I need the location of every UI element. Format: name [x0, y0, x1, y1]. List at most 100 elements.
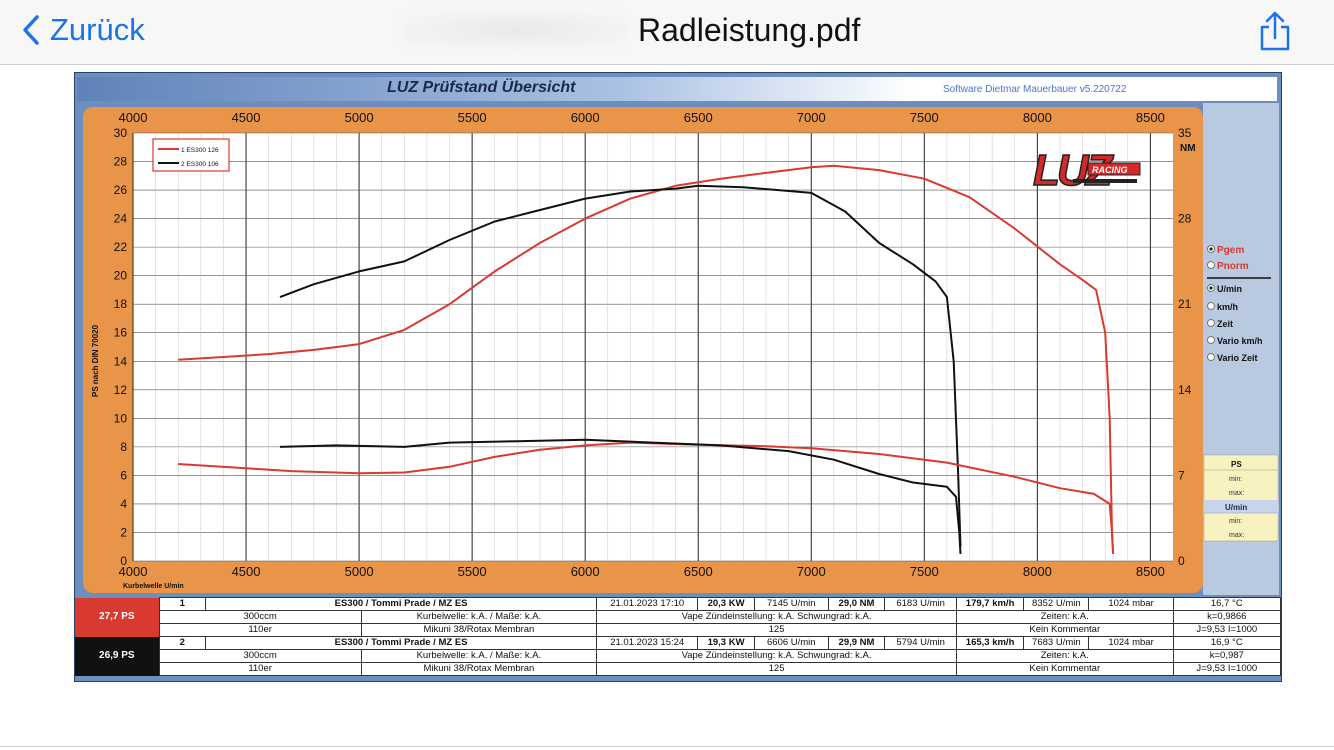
chart-frame: 4000 4500 5000 5500 6000 6500 7000 7500 8000 8500… [83, 107, 1203, 593]
y-tick-15: 30 [114, 126, 128, 140]
y2-tick-1: 7 [1178, 468, 1185, 482]
x-tick-top-2: 5000 [345, 110, 374, 125]
options-svg: Pgem Pnorm U/min km/h Zeit Va [1203, 245, 1279, 542]
ps-range-max[interactable]: max: [1229, 490, 1244, 497]
back-button[interactable]: Zurück [22, 12, 145, 48]
y2-tick-3: 21 [1178, 297, 1192, 311]
run2-ps: 26,9 PS [99, 650, 135, 661]
x-tick-top-9: 8500 [1136, 110, 1165, 125]
report-header: LUZ Prüfstand Übersicht Software Dietmar… [77, 77, 1277, 101]
run1-times: Zeiten: k.A. [955, 610, 1174, 624]
y-tick-9: 18 [114, 297, 128, 311]
x-tick-top-8: 8000 [1023, 110, 1052, 125]
run1-max-rpm: 8352 U/min [1023, 597, 1090, 611]
umin-range-min[interactable]: min: [1229, 518, 1242, 525]
run2-class: 125 [596, 662, 957, 676]
ps-range-min[interactable]: min: [1229, 476, 1242, 483]
run2-cylinder: 110er [158, 662, 362, 676]
y-tick-14: 28 [114, 155, 128, 169]
umin-range-bg [1203, 512, 1279, 542]
legend-entry-2: 2 ES300 106 [181, 161, 219, 168]
top-navigation-bar: Zurück Radleistung.pdf [0, 0, 1334, 65]
run1-row2: 300ccm Kurbelwelle: k.A. / Maße: k.A. Va… [75, 610, 1282, 624]
run1-row3: 110er Mikuni 38/Rotax Membran 125 Kein K… [75, 623, 1282, 637]
option-vario-zeit-label: Vario Zeit [1217, 353, 1258, 363]
run2-ccm: 300ccm [158, 649, 362, 663]
y-tick-2: 4 [120, 497, 127, 511]
run2-number: 2 [158, 636, 206, 650]
option-umin-label: U/min [1217, 284, 1242, 294]
umin-range-title-bg [1204, 500, 1278, 513]
run2-row1: 26,9 PS 2 ES300 / Tommi Prade / MZ ES 21… [75, 636, 1282, 676]
option-pnorm-label: Pnorm [1217, 261, 1249, 272]
run2-row2: 300ccm Kurbelwelle: k.A. / Maße: k.A. Va… [75, 649, 1282, 663]
y-tick-6: 12 [114, 383, 128, 397]
y-tick-5: 10 [114, 411, 128, 425]
run1-ps: 27,7 PS [99, 611, 135, 622]
radio-vario-kmh[interactable] [1207, 336, 1215, 344]
run1-ps-cell: 27,7 PS [75, 597, 160, 637]
run2-speed: 165,3 km/h [955, 636, 1025, 650]
run2-max-rpm: 7683 U/min [1023, 636, 1090, 650]
y2-tick-4: 28 [1178, 212, 1192, 226]
x-axis-label: Kurbelwelle U/min [123, 583, 184, 590]
run1-k: k=0,9866 [1172, 610, 1282, 624]
legend-box [152, 138, 230, 172]
run1-nm-rpm: 6183 U/min [884, 597, 957, 611]
x-tick-bottom-6: 7000 [797, 564, 826, 579]
run1-j: J=9,53 I=1000 [1172, 623, 1282, 637]
run2-row3: 110er Mikuni 38/Rotax Membran 125 Kein K… [75, 662, 1282, 676]
run2-crank: Kurbelwelle: k.A. / Maße: k.A. [360, 649, 598, 663]
y2-tick-2: 14 [1178, 383, 1192, 397]
run1-ignition: Vape Zündeinstellung: k.A. Schwungrad: k… [596, 610, 957, 624]
radio-vario-zeit[interactable] [1207, 353, 1215, 361]
run2-ignition: Vape Zündeinstellung: k.A. Schwungrad: k… [596, 649, 957, 663]
document-title-text: Radleistung.pdf [638, 11, 861, 48]
option-vario-kmh[interactable]: Vario km/h [1207, 336, 1263, 346]
option-vario-kmh-label: Vario km/h [1217, 336, 1263, 346]
legend: 1 ES300 126 2 ES300 106 [152, 138, 230, 172]
series-line-2-power [279, 184, 962, 547]
series-line-4-torque [279, 438, 962, 554]
y-tick-7: 14 [114, 354, 128, 368]
run1-carb: Mikuni 38/Rotax Membran [360, 623, 598, 637]
option-vario-zeit[interactable]: Vario Zeit [1207, 353, 1258, 363]
software-version: Software Dietmar Mauerbauer v5.220722 [943, 84, 1127, 95]
share-button[interactable] [1256, 10, 1294, 52]
option-zeit[interactable]: Zeit [1207, 319, 1234, 329]
display-options-panel: Pgem Pnorm U/min km/h Zeit Va [1203, 103, 1279, 595]
report-title: LUZ Prüfstand Übersicht [387, 79, 576, 96]
x-tick-bottom-8: 8000 [1023, 564, 1052, 579]
option-pgem[interactable]: Pgem [1207, 245, 1245, 256]
y-tick-4: 8 [120, 440, 127, 454]
run2-date: 21.01.2023 15:24 [596, 636, 699, 650]
option-umin[interactable]: U/min [1207, 284, 1243, 294]
option-kmh[interactable]: km/h [1207, 302, 1239, 312]
run1-ccm: 300ccm [158, 610, 362, 624]
x-tick-bottom-9: 8500 [1136, 564, 1165, 579]
x-tick-top-7: 7500 [910, 110, 939, 125]
x-ticks-top: 4000 4500 5000 5500 6000 6500 7000 7500 8000 8500 [119, 110, 1165, 125]
chevron-left-icon [23, 15, 39, 45]
x-tick-top-1: 4500 [232, 110, 261, 125]
ps-range-title: PS [1231, 460, 1242, 469]
x-ticks-bottom: 4000 4500 5000 5500 6000 6500 7000 7500 8000 8500 [119, 564, 1165, 579]
radio-zeit[interactable] [1207, 319, 1215, 327]
umin-range-max[interactable]: max: [1229, 532, 1244, 539]
luz-logo-underline [1073, 179, 1137, 183]
document-title: Radleistung.pdf [400, 10, 860, 50]
option-pnorm[interactable]: Pnorm [1207, 261, 1249, 272]
umin-range-title: U/min [1225, 503, 1247, 512]
x-tick-bottom-4: 6000 [571, 564, 600, 579]
x-tick-top-0: 4000 [119, 110, 148, 125]
radio-pnorm[interactable] [1207, 261, 1215, 269]
radio-kmh[interactable] [1207, 302, 1215, 310]
run2-nm: 29,9 NM [827, 636, 886, 650]
run2-ps-cell: 26,9 PS [75, 636, 160, 676]
run2-carb: Mikuni 38/Rotax Membran [360, 662, 598, 676]
run1-row1: 27,7 PS 1 ES300 / Tommi Prade / MZ ES 21… [75, 597, 1282, 637]
run1-speed: 179,7 km/h [955, 597, 1025, 611]
run2-temp: 16,9 °C [1172, 636, 1282, 650]
y-tick-11: 22 [114, 240, 128, 254]
run2-k: k=0,987 [1172, 649, 1282, 663]
